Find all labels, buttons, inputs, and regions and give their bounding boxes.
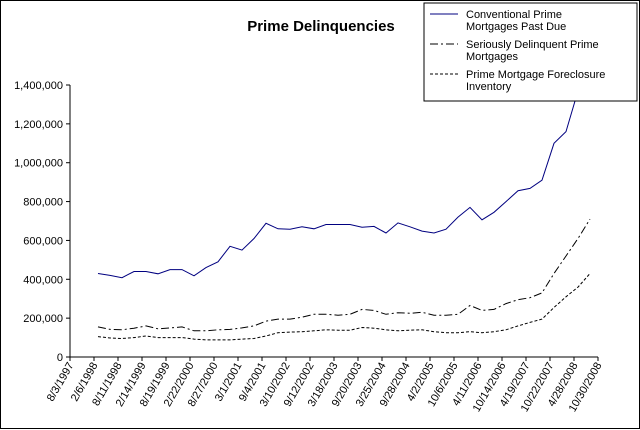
- legend: Conventional Prime Mortgages Past Due Seri…: [423, 2, 638, 102]
- legend-label-2: Seriously Delinquent Prime Mortgages: [466, 39, 599, 63]
- series-line-1: [97, 84, 591, 279]
- y-tick-label: 1,400,000: [14, 80, 63, 92]
- y-tick-label: 0: [57, 352, 63, 364]
- legend-box: [423, 2, 638, 102]
- chart-title: Prime Delinquencies: [247, 18, 395, 35]
- plot-area: 0 200,000 400,000 600,000 800,000 1,000,000 1,…: [14, 80, 605, 414]
- y-tick-label: 1,200,000: [14, 119, 63, 131]
- y-tick-label: 1,000,000: [14, 158, 63, 170]
- legend-label-3: Prime Mortgage Foreclosure Inventory: [466, 69, 605, 93]
- series-line-2: [97, 218, 591, 332]
- y-tick-label: 600,000: [23, 235, 63, 247]
- series-line-3: [97, 273, 591, 341]
- legend-label-1: Conventional Prime Mortgages Past Due: [466, 9, 566, 33]
- y-tick-label: 200,000: [23, 313, 63, 325]
- y-tick-label: 800,000: [23, 197, 63, 209]
- y-tick-label: 400,000: [23, 274, 63, 286]
